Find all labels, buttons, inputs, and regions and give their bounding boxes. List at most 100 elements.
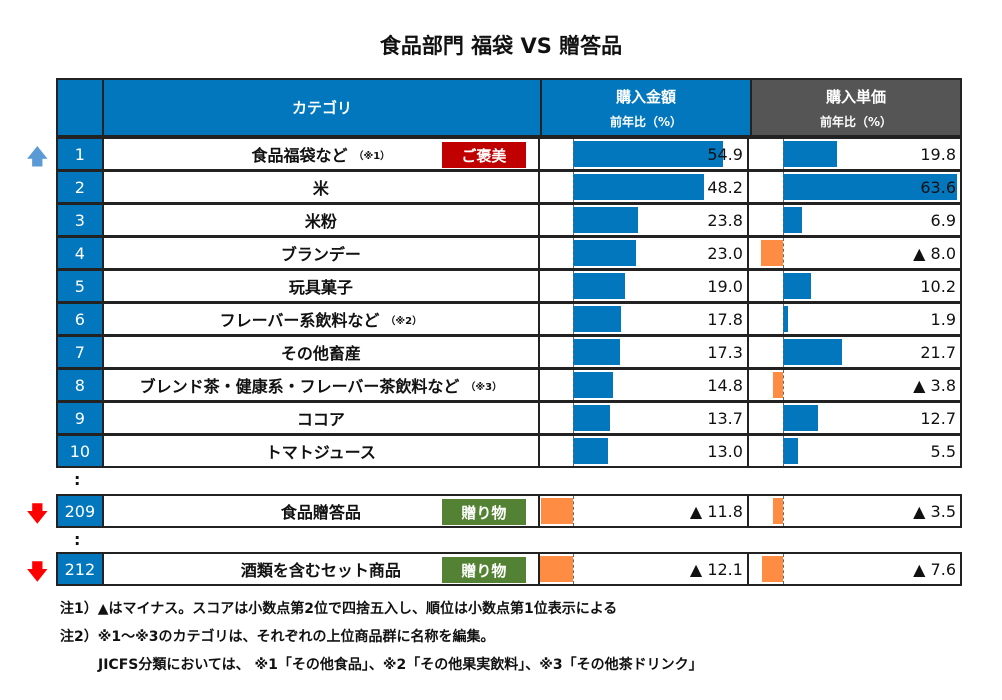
table-row: 212 酒類を含むセット商品 贈り物 ▲ 12.1 ▲ 7.6	[56, 552, 962, 586]
category-label: 米粉	[304, 212, 337, 231]
amount-value: 54.9	[707, 144, 743, 164]
rank-cell: 10	[58, 436, 104, 466]
amount-cell: 48.2	[540, 172, 749, 202]
category-label: フレーバー系飲料など	[219, 311, 380, 330]
category-cell: ブランデー	[104, 238, 540, 268]
rank-cell: 9	[58, 403, 104, 433]
amount-bar	[539, 556, 573, 582]
amount-bar	[572, 141, 723, 167]
amount-header-sub: 前年比（%）	[609, 114, 683, 129]
rank-cell: 209	[58, 496, 104, 526]
zero-line	[572, 496, 574, 526]
category-cell: 米	[104, 172, 540, 202]
ellipsis: :	[74, 470, 81, 489]
price-value: 12.7	[920, 408, 956, 428]
amount-cell: ▲ 12.1	[539, 554, 749, 584]
zero-line	[782, 337, 784, 367]
rank-cell: 8	[58, 370, 104, 400]
zero-line	[572, 337, 574, 367]
table-row: 4 ブランデー 23.0 ▲ 8.0	[56, 236, 962, 270]
amount-header-title: 購入金額	[615, 87, 676, 106]
category-cell: 米粉	[104, 205, 540, 235]
amount-bar	[572, 438, 609, 464]
category-cell: フレーバー系飲料など （※2）	[104, 304, 540, 334]
table-row: 8 ブレンド茶・健康系・フレーバー茶飲料など （※3） 14.8 ▲ 3.8	[56, 368, 962, 402]
price-bar	[782, 405, 818, 431]
category-cell: ココア	[104, 403, 540, 433]
price-cell: ▲ 3.5	[749, 496, 960, 526]
price-bar	[782, 174, 957, 200]
zero-line	[572, 403, 574, 433]
price-value: ▲ 8.0	[913, 243, 956, 263]
category-note: （※3）	[465, 381, 503, 393]
price-value: 10.2	[920, 276, 956, 296]
arrow-down-icon: 🡇	[26, 502, 49, 527]
zero-line	[782, 205, 784, 235]
category-cell: トマトジュース	[104, 436, 540, 466]
zero-line	[782, 304, 784, 334]
category-cell: 食品贈答品 贈り物	[104, 496, 540, 526]
category-cell: ブレンド茶・健康系・フレーバー茶飲料など （※3）	[104, 370, 540, 400]
amount-cell: 13.0	[540, 436, 749, 466]
amount-bar	[572, 405, 611, 431]
amount-bar	[572, 372, 614, 398]
badge: 贈り物	[441, 499, 526, 525]
zero-line	[782, 370, 784, 400]
category-note: （※1）	[353, 150, 391, 162]
category-note: （※2）	[385, 315, 423, 327]
note-3: JICFS分類においては、 ※1「その他食品」、※2「その他果実飲料」、※3「そ…	[98, 657, 703, 673]
category-label: その他畜産	[280, 344, 361, 363]
table-row: 209 食品贈答品 贈り物 ▲ 11.8 ▲ 3.5	[56, 494, 962, 528]
amount-value: ▲ 12.1	[689, 559, 743, 579]
arrow-up-icon: 🡅	[26, 145, 49, 170]
table-row: 10 トマトジュース 13.0 5.5	[56, 434, 962, 468]
table-header: カテゴリ 購入金額 前年比（%） 購入単価 前年比（%）	[56, 78, 962, 137]
price-value: 63.6	[920, 177, 956, 197]
price-bar	[782, 306, 789, 332]
table-row: 9 ココア 13.7 12.7	[56, 401, 962, 435]
zero-line	[572, 271, 574, 301]
price-value: ▲ 3.5	[913, 501, 956, 521]
amount-value: 23.0	[707, 243, 743, 263]
price-value: 21.7	[920, 342, 956, 362]
price-bar	[782, 339, 843, 365]
amount-bar	[572, 207, 638, 233]
price-bar	[782, 207, 802, 233]
zero-line	[572, 205, 574, 235]
price-cell: 10.2	[749, 271, 960, 301]
rank-cell: 7	[58, 337, 104, 367]
table-row: 3 米粉 23.8 6.9	[56, 203, 962, 237]
zero-line	[782, 139, 784, 169]
price-header: 購入単価 前年比（%）	[752, 80, 960, 135]
price-header-sub: 前年比（%）	[819, 114, 893, 129]
amount-header: 購入金額 前年比（%）	[542, 80, 752, 135]
category-cell: 酒類を含むセット商品 贈り物	[104, 554, 540, 584]
amount-bar	[540, 498, 573, 524]
note-2: 注2）※1～※3のカテゴリは、それぞれの上位商品群に名称を編集。	[60, 629, 495, 645]
rank-cell: 5	[58, 271, 104, 301]
zero-line	[572, 139, 574, 169]
category-header: カテゴリ	[104, 80, 542, 135]
price-bar	[773, 498, 783, 524]
zero-line	[782, 436, 784, 466]
price-bar	[782, 141, 837, 167]
zero-line	[572, 172, 574, 202]
category-label: トマトジュース	[265, 443, 376, 462]
table-row: 6 フレーバー系飲料など （※2） 17.8 1.9	[56, 302, 962, 336]
rank-cell: 2	[58, 172, 104, 202]
price-cell: ▲ 7.6	[749, 554, 960, 584]
zero-line	[572, 304, 574, 334]
category-label: ブレンド茶・健康系・フレーバー茶飲料など	[139, 377, 460, 396]
price-cell: 1.9	[749, 304, 960, 334]
amount-value: 48.2	[707, 177, 743, 197]
amount-bar	[572, 306, 622, 332]
rank-header	[58, 80, 104, 135]
price-bar	[782, 273, 811, 299]
price-value: 1.9	[930, 309, 956, 329]
category-label: 米	[312, 179, 329, 198]
amount-cell: 54.9	[540, 139, 749, 169]
rank-cell: 4	[58, 238, 104, 268]
category-label: 食品贈答品	[280, 503, 361, 522]
zero-line	[782, 238, 784, 268]
amount-value: 17.3	[707, 342, 743, 362]
